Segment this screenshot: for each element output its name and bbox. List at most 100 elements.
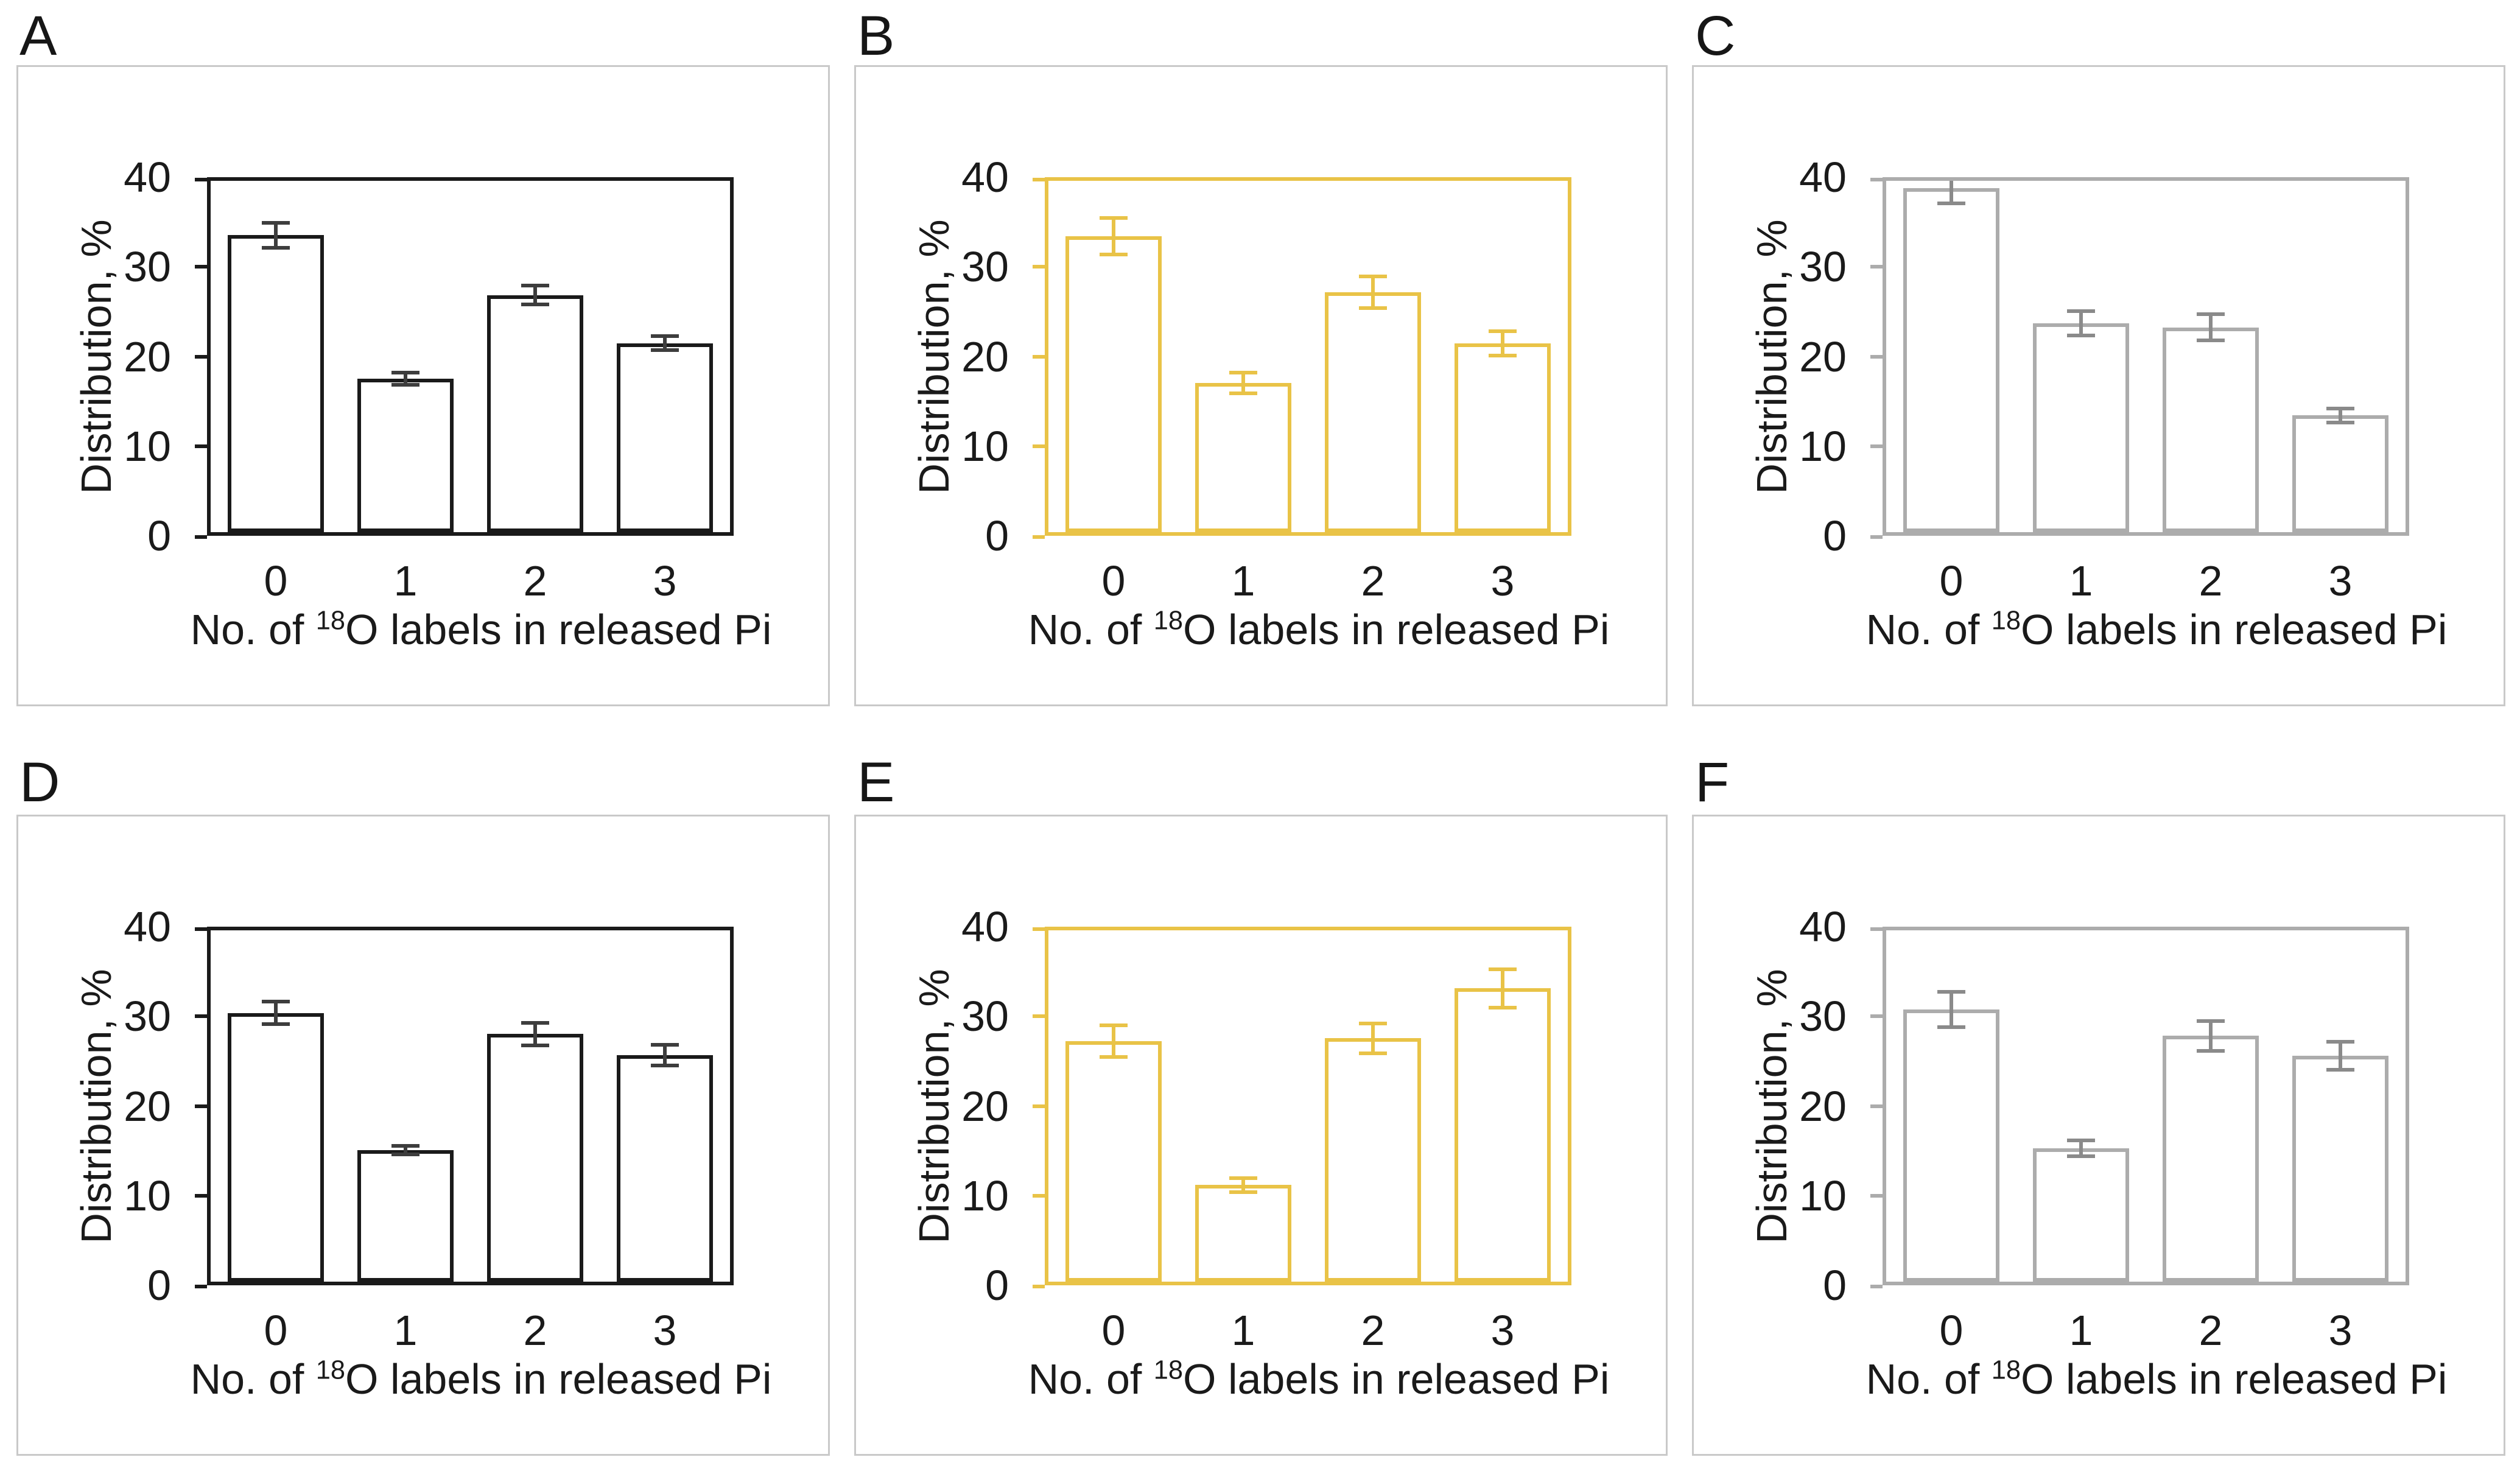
x-tick-label: 0	[264, 557, 288, 605]
y-tick-mark	[1870, 1194, 1883, 1198]
x-caption-prefix: No. of	[1028, 1355, 1154, 1403]
error-bar-cap-bottom	[2197, 339, 2225, 343]
x-axis-caption: No. of 18O labels in released Pi	[1797, 1355, 2516, 1403]
y-tick-label: 30	[1799, 992, 1847, 1040]
x-tick-label: 0	[264, 1307, 288, 1354]
x-caption-prefix: No. of	[1865, 606, 1992, 653]
x-tick-label: 0	[1939, 557, 1964, 605]
error-bar-line	[2339, 406, 2343, 424]
y-tick-mark	[1870, 444, 1883, 448]
y-tick-mark	[1033, 265, 1045, 269]
error-bar-cap-bottom	[1359, 1051, 1388, 1055]
y-tick-label: 30	[1799, 243, 1847, 290]
plot-area	[1883, 927, 2409, 1285]
y-tick-mark	[1033, 444, 1045, 448]
panel-letter-D: D	[19, 751, 61, 813]
y-tick-label: 10	[124, 1172, 171, 1220]
error-bar-cap-bottom	[651, 348, 679, 353]
bar-2	[2163, 328, 2259, 532]
error-bar-cap-top	[1359, 275, 1388, 279]
error-bar-cap-top	[1099, 1023, 1128, 1027]
error-bar-line	[2209, 312, 2213, 343]
y-tick-label: 40	[1799, 153, 1847, 201]
y-tick-label: 10	[124, 423, 171, 470]
y-tick-label: 20	[961, 333, 1009, 381]
bar-1	[1195, 1185, 1291, 1282]
y-tick-label: 10	[1799, 423, 1847, 470]
panel-box-E: 0 10 20 30 40 0 1 2 3 No. of 18O labels in releas…	[854, 815, 1668, 1456]
y-axis-caption: Distribution, %	[1748, 969, 1795, 1244]
error-bar-cap-top	[1229, 370, 1257, 374]
error-bar-cap-top	[2326, 406, 2355, 410]
error-bar-cap-bottom	[651, 1064, 679, 1068]
plot-area	[207, 177, 734, 536]
error-bar-cap-bottom	[1099, 253, 1128, 257]
x-caption-suffix: O labels in released Pi	[1183, 1355, 1610, 1403]
x-caption-suffix: O labels in released Pi	[2021, 606, 2448, 653]
y-tick-label: 40	[961, 903, 1009, 950]
error-bar-cap-bottom	[2326, 1068, 2355, 1072]
error-bar-cap-top	[521, 283, 550, 287]
error-bar-cap-bottom	[1937, 1025, 1965, 1029]
y-tick-label: 20	[124, 333, 171, 381]
y-tick-label: 0	[985, 512, 1009, 560]
panel-letter-C: C	[1695, 5, 1736, 67]
y-tick-mark	[1870, 927, 1883, 931]
y-tick-mark	[195, 355, 207, 359]
bar-1	[1195, 383, 1291, 532]
bar-0	[1903, 1009, 1999, 1282]
error-bar-cap-bottom	[261, 245, 290, 250]
error-bar-cap-bottom	[521, 1043, 550, 1047]
bar-2	[1325, 1038, 1422, 1282]
y-tick-mark	[1870, 1014, 1883, 1018]
error-bar-line	[2339, 1040, 2343, 1072]
y-tick-label: 0	[1823, 512, 1847, 560]
x-caption-suffix: O labels in released Pi	[2021, 1355, 2448, 1403]
bar-3	[2292, 415, 2389, 532]
x-caption-suffix: O labels in released Pi	[1183, 606, 1610, 653]
y-tick-label: 0	[985, 1262, 1009, 1309]
y-axis-caption: Distribution, %	[72, 219, 120, 494]
y-tick-mark	[195, 178, 207, 181]
error-bar-cap-bottom	[2197, 1048, 2225, 1053]
y-tick-label: 10	[961, 423, 1009, 470]
error-bar-line	[663, 334, 667, 353]
y-tick-label: 0	[147, 512, 171, 560]
y-axis-caption: Distribution, %	[910, 969, 958, 1244]
y-tick-label: 0	[1823, 1262, 1847, 1309]
error-bar-cap-top	[1359, 1022, 1388, 1026]
y-tick-label: 30	[124, 992, 171, 1040]
error-bar-line	[1241, 1176, 1245, 1194]
y-tick-label: 30	[961, 992, 1009, 1040]
x-tick-label: 1	[393, 1307, 418, 1354]
y-tick-mark	[1870, 178, 1883, 181]
x-tick-label: 2	[523, 557, 547, 605]
plot-area	[1883, 177, 2409, 536]
error-bar-cap-top	[651, 334, 679, 339]
error-bar-cap-bottom	[1937, 202, 1965, 206]
x-axis-caption: No. of 18O labels in released Pi	[122, 1355, 840, 1403]
bar-3	[1455, 988, 1551, 1282]
x-caption-superscript: 18	[1153, 1355, 1184, 1385]
bar-2	[487, 295, 584, 532]
error-bar-cap-top	[1489, 329, 1517, 333]
y-axis-caption: Distribution, %	[910, 219, 958, 494]
panel-letter-F: F	[1695, 751, 1730, 813]
x-caption-prefix: No. of	[1028, 606, 1154, 653]
x-tick-label: 2	[1361, 557, 1385, 605]
y-tick-mark	[195, 1104, 207, 1108]
x-tick-label: 2	[1361, 1307, 1385, 1354]
bar-2	[1325, 292, 1422, 532]
bar-3	[617, 343, 714, 532]
y-tick-mark	[1870, 1285, 1883, 1288]
y-tick-mark	[1033, 535, 1045, 539]
x-caption-superscript: 18	[1153, 606, 1184, 636]
error-bar-cap-bottom	[1099, 1055, 1128, 1059]
error-bar-cap-top	[391, 370, 419, 374]
x-tick-label: 1	[1231, 557, 1255, 605]
panel-box-C: 0 10 20 30 40 0 1 2 3 No. of 18O labels in releas…	[1692, 65, 2505, 706]
x-caption-suffix: O labels in released Pi	[345, 606, 772, 653]
y-tick-mark	[195, 535, 207, 539]
error-bar-cap-bottom	[1229, 1190, 1257, 1194]
x-tick-label: 3	[1490, 1307, 1515, 1354]
